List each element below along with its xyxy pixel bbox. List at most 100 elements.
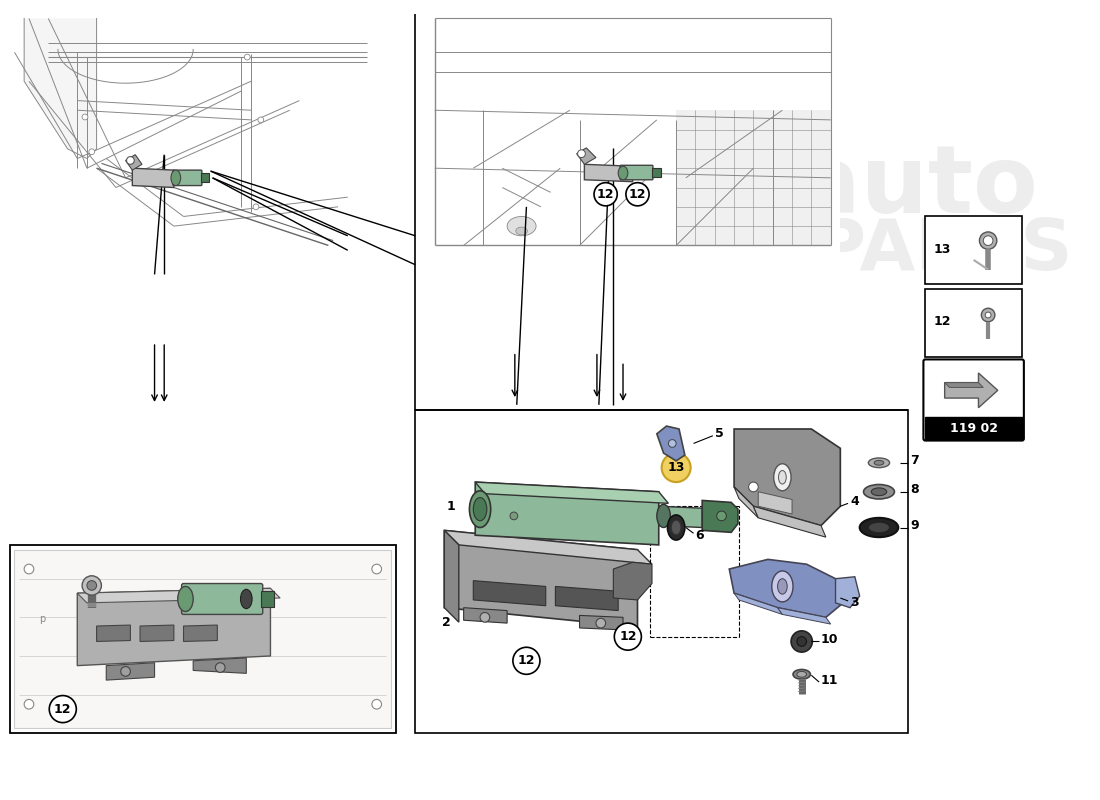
Text: 5: 5 <box>715 427 724 440</box>
Circle shape <box>981 308 994 322</box>
Polygon shape <box>77 588 280 603</box>
Ellipse shape <box>864 485 894 499</box>
Text: 11: 11 <box>821 674 838 686</box>
Circle shape <box>24 564 34 574</box>
Circle shape <box>749 482 758 492</box>
Circle shape <box>510 512 518 520</box>
Circle shape <box>986 312 991 318</box>
Polygon shape <box>580 615 623 630</box>
Circle shape <box>480 613 490 622</box>
Polygon shape <box>734 593 782 614</box>
Polygon shape <box>758 492 792 514</box>
Circle shape <box>253 204 258 210</box>
FancyBboxPatch shape <box>10 545 396 734</box>
Circle shape <box>717 511 726 521</box>
Polygon shape <box>836 577 860 608</box>
Text: a passion for parts
since 1985: a passion for parts since 1985 <box>652 391 855 525</box>
Circle shape <box>87 581 97 590</box>
Ellipse shape <box>860 518 899 537</box>
Circle shape <box>24 699 34 709</box>
Polygon shape <box>576 148 596 164</box>
Text: 1: 1 <box>447 500 455 513</box>
Ellipse shape <box>507 217 536 236</box>
Ellipse shape <box>470 490 491 527</box>
Ellipse shape <box>772 571 793 602</box>
Ellipse shape <box>773 464 791 490</box>
Text: 8: 8 <box>910 483 918 496</box>
Polygon shape <box>729 559 844 618</box>
Text: 12: 12 <box>597 188 615 201</box>
Ellipse shape <box>473 498 487 521</box>
Circle shape <box>614 623 641 650</box>
FancyBboxPatch shape <box>173 170 202 186</box>
Polygon shape <box>463 608 507 623</box>
Circle shape <box>372 564 382 574</box>
Polygon shape <box>945 382 983 387</box>
Polygon shape <box>657 426 685 461</box>
Polygon shape <box>444 530 638 627</box>
Text: 119 02: 119 02 <box>949 422 998 434</box>
Polygon shape <box>778 608 830 624</box>
Text: 10: 10 <box>821 633 838 646</box>
FancyBboxPatch shape <box>925 289 1022 357</box>
Polygon shape <box>556 586 618 610</box>
FancyBboxPatch shape <box>0 14 416 410</box>
Polygon shape <box>140 625 174 642</box>
Text: 2: 2 <box>442 616 451 629</box>
Ellipse shape <box>868 458 890 468</box>
Ellipse shape <box>868 522 890 533</box>
FancyBboxPatch shape <box>182 583 263 614</box>
Text: 7: 7 <box>910 454 918 467</box>
Polygon shape <box>584 164 632 182</box>
Polygon shape <box>614 562 652 600</box>
FancyBboxPatch shape <box>925 418 1022 438</box>
Circle shape <box>50 695 76 722</box>
Polygon shape <box>659 506 702 527</box>
Circle shape <box>89 149 95 154</box>
Text: 13: 13 <box>933 243 950 256</box>
Text: 12: 12 <box>933 315 950 328</box>
Circle shape <box>983 236 993 246</box>
Ellipse shape <box>793 670 811 679</box>
Polygon shape <box>125 154 142 170</box>
Circle shape <box>372 699 382 709</box>
FancyBboxPatch shape <box>261 591 274 606</box>
Ellipse shape <box>657 504 670 527</box>
Circle shape <box>669 440 676 447</box>
Circle shape <box>796 637 806 646</box>
Text: auto: auto <box>798 142 1038 234</box>
Text: 9: 9 <box>910 519 918 532</box>
Circle shape <box>82 576 101 595</box>
Circle shape <box>216 662 225 672</box>
Text: p: p <box>39 614 45 624</box>
Text: 12: 12 <box>619 630 637 643</box>
Polygon shape <box>702 501 738 532</box>
Text: 12: 12 <box>54 702 72 715</box>
Circle shape <box>596 618 606 628</box>
Polygon shape <box>754 506 826 537</box>
Text: 6: 6 <box>695 529 704 542</box>
Ellipse shape <box>170 170 180 186</box>
Circle shape <box>578 150 585 158</box>
Polygon shape <box>444 530 459 622</box>
Text: 13: 13 <box>668 461 685 474</box>
Ellipse shape <box>874 460 883 465</box>
Circle shape <box>244 54 250 60</box>
Polygon shape <box>734 487 758 518</box>
FancyBboxPatch shape <box>416 410 908 734</box>
Polygon shape <box>132 168 174 187</box>
Ellipse shape <box>871 488 887 496</box>
Circle shape <box>594 182 617 206</box>
Text: 4: 4 <box>850 495 859 508</box>
Circle shape <box>626 182 649 206</box>
Polygon shape <box>475 482 659 545</box>
FancyBboxPatch shape <box>652 168 661 177</box>
Ellipse shape <box>178 586 194 611</box>
Text: SPARES: SPARES <box>762 216 1074 285</box>
Polygon shape <box>184 625 218 642</box>
Circle shape <box>121 666 131 676</box>
Polygon shape <box>475 482 669 503</box>
Polygon shape <box>473 581 546 606</box>
Circle shape <box>661 453 691 482</box>
Text: 3: 3 <box>850 596 859 610</box>
